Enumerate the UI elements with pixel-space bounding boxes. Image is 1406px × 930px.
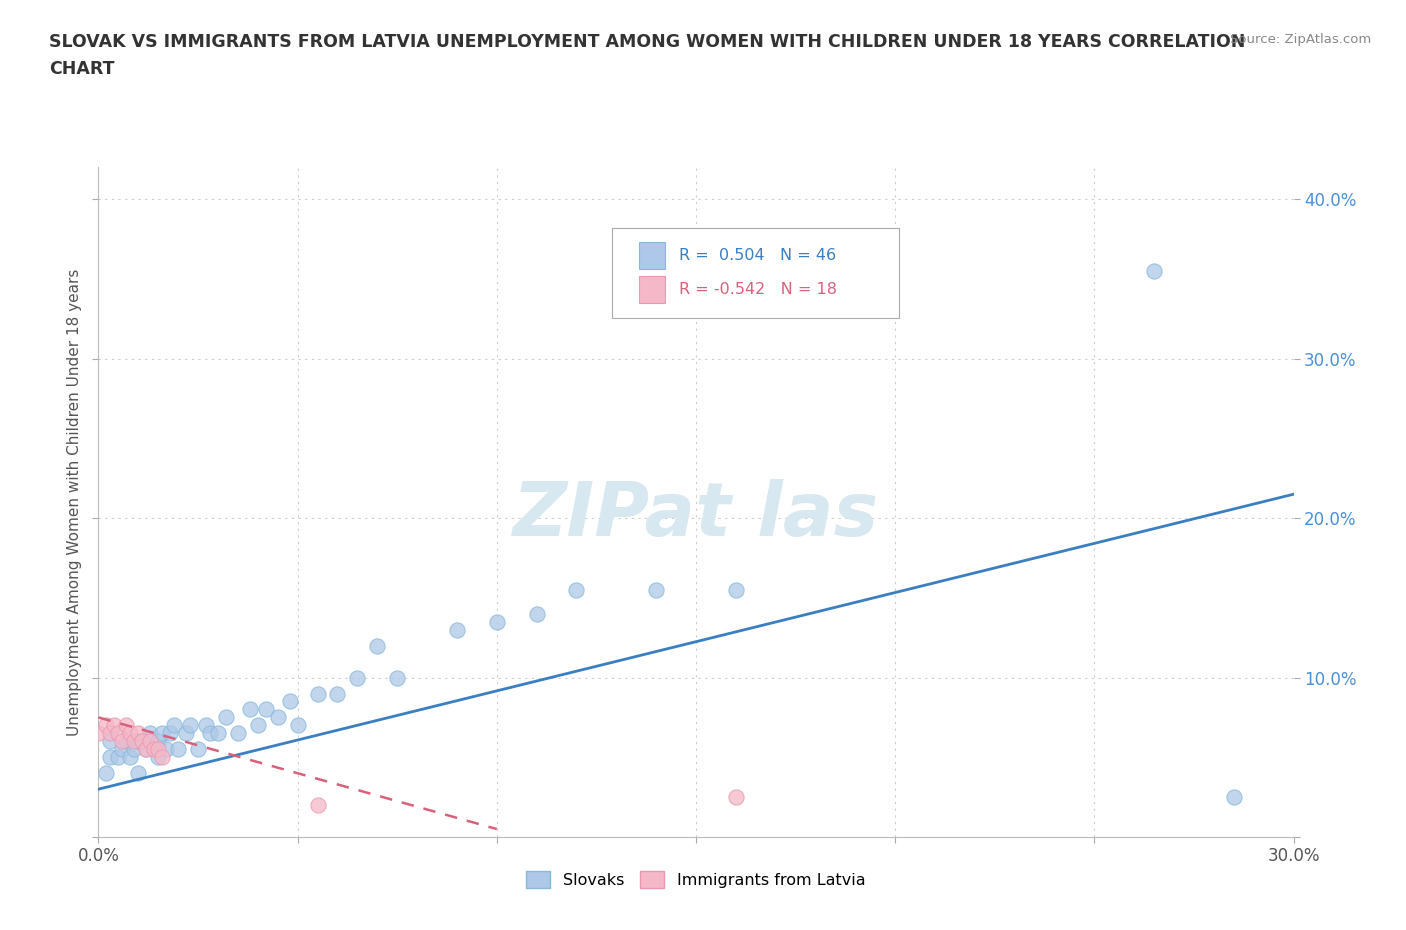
Point [143, 742, 166, 757]
Point [278, 694, 301, 709]
Point [565, 582, 588, 597]
Point [107, 726, 129, 741]
Point [254, 702, 277, 717]
Text: Source: ZipAtlas.com: Source: ZipAtlas.com [1230, 33, 1371, 46]
Point [139, 726, 162, 741]
Text: R =  0.504   N = 46: R = 0.504 N = 46 [679, 248, 837, 263]
Point [239, 702, 262, 717]
Point [107, 750, 129, 764]
Point [226, 726, 249, 741]
Point [148, 750, 170, 764]
Point [1143, 263, 1166, 278]
Point [346, 671, 368, 685]
Point [485, 615, 508, 630]
Point [724, 582, 747, 597]
Point [287, 718, 309, 733]
Point [148, 734, 170, 749]
Point [127, 765, 149, 780]
Text: R = -0.542   N = 18: R = -0.542 N = 18 [679, 282, 837, 297]
Text: SLOVAK VS IMMIGRANTS FROM LATVIA UNEMPLOYMENT AMONG WOMEN WITH CHILDREN UNDER 18: SLOVAK VS IMMIGRANTS FROM LATVIA UNEMPLO… [49, 33, 1246, 50]
Point [100, 734, 122, 749]
Point [96, 765, 118, 780]
Point [100, 750, 122, 764]
Point [111, 734, 134, 749]
Point [148, 742, 170, 757]
Point [120, 750, 142, 764]
Point [115, 734, 138, 749]
Point [124, 734, 146, 749]
Point [366, 638, 388, 653]
Point [150, 726, 173, 741]
Point [139, 734, 162, 749]
FancyBboxPatch shape [638, 243, 665, 269]
Point [135, 742, 157, 757]
Point [174, 726, 197, 741]
Point [385, 671, 409, 685]
Point [267, 710, 290, 724]
Legend: Slovaks, Immigrants from Latvia: Slovaks, Immigrants from Latvia [519, 863, 873, 896]
Point [135, 742, 157, 757]
Text: ZIPat las: ZIPat las [513, 479, 879, 552]
Y-axis label: Unemployment Among Women with Children Under 18 years: Unemployment Among Women with Children U… [66, 269, 82, 736]
Text: CHART: CHART [49, 60, 115, 78]
Point [131, 734, 153, 749]
Point [87, 726, 110, 741]
Point [198, 726, 221, 741]
Point [187, 742, 209, 757]
Point [326, 686, 349, 701]
Point [167, 742, 190, 757]
Point [124, 742, 146, 757]
Point [127, 734, 149, 749]
FancyBboxPatch shape [638, 276, 665, 302]
Point [1222, 790, 1246, 804]
Point [307, 798, 329, 813]
Point [307, 686, 329, 701]
Point [195, 718, 218, 733]
Point [155, 742, 177, 757]
Point [100, 726, 122, 741]
Point [163, 718, 186, 733]
Point [446, 622, 468, 637]
Point [120, 726, 142, 741]
Point [150, 750, 173, 764]
Point [111, 742, 134, 757]
Point [96, 718, 118, 733]
Point [179, 718, 201, 733]
Point [207, 726, 229, 741]
Point [127, 726, 149, 741]
Point [115, 718, 138, 733]
Point [215, 710, 238, 724]
Point [159, 726, 181, 741]
Point [103, 718, 125, 733]
Point [246, 718, 269, 733]
Point [724, 790, 747, 804]
Point [645, 582, 668, 597]
FancyBboxPatch shape [613, 228, 900, 318]
Point [526, 606, 548, 621]
